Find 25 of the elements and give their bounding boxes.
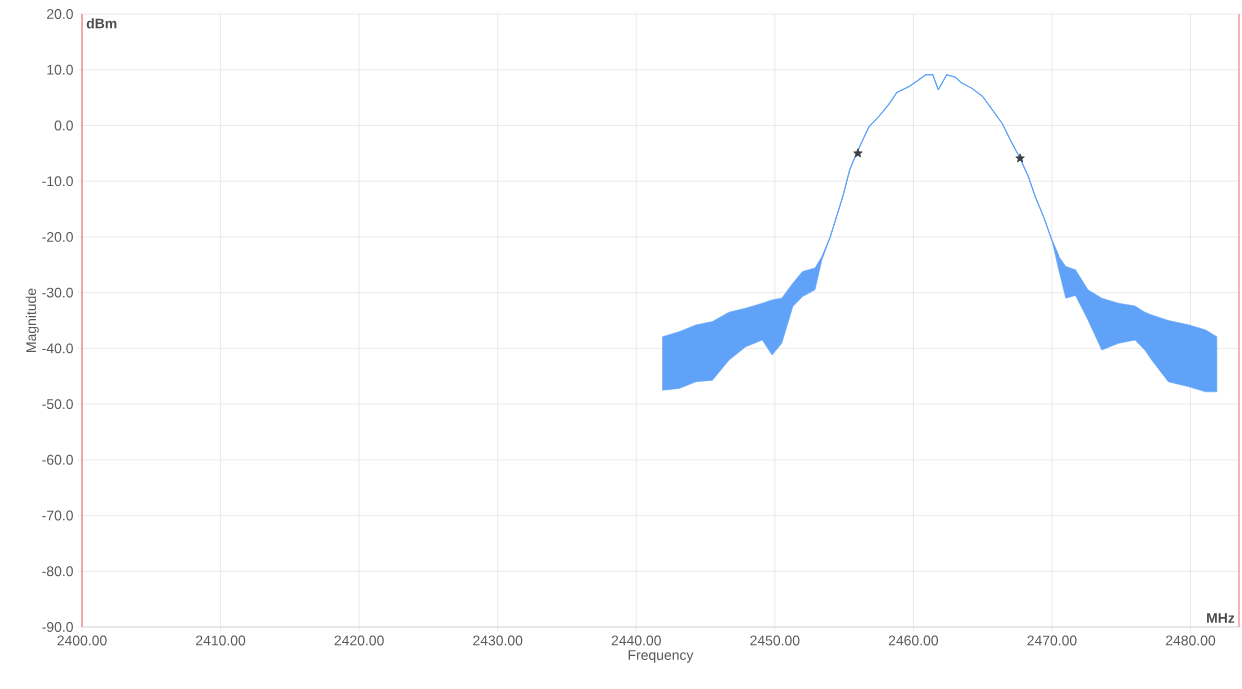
y-tick-label: 10.0: [47, 64, 73, 75]
x-tick-label: 2410.00: [196, 635, 246, 646]
x-tick-label: 2480.00: [1165, 635, 1216, 646]
x-tick-label: 2400.00: [57, 635, 107, 646]
y-tick-label: -40.0: [42, 343, 73, 354]
x-tick-label: 2420.00: [334, 635, 384, 646]
y-tick-label: 0.0: [54, 120, 73, 131]
x-tick-label: 2440.00: [611, 635, 661, 646]
y-tick-label: -50.0: [42, 399, 73, 410]
x-axis-title: Frequency: [628, 650, 694, 663]
y-tick-label: -80.0: [42, 566, 73, 577]
y-tick-label: -90.0: [42, 622, 73, 632]
y-tick-label: -60.0: [42, 454, 73, 465]
y-axis-title: Magnitude: [25, 288, 39, 352]
y-tick-label: -20.0: [42, 231, 73, 242]
annotation: dBm: [86, 18, 117, 29]
y-tick-label: 20.0: [47, 9, 73, 19]
x-tick-label: 2460.00: [888, 635, 939, 646]
x-tick-label: 2450.00: [750, 635, 800, 646]
x-tick-label: 2430.00: [473, 635, 523, 646]
y-tick-label: -70.0: [42, 510, 73, 521]
y-tick-label: -10.0: [42, 176, 73, 187]
y-tick-label: -30.0: [42, 287, 73, 298]
x-tick-label: 2470.00: [1027, 635, 1077, 646]
annotation: MHz: [1207, 613, 1235, 623]
